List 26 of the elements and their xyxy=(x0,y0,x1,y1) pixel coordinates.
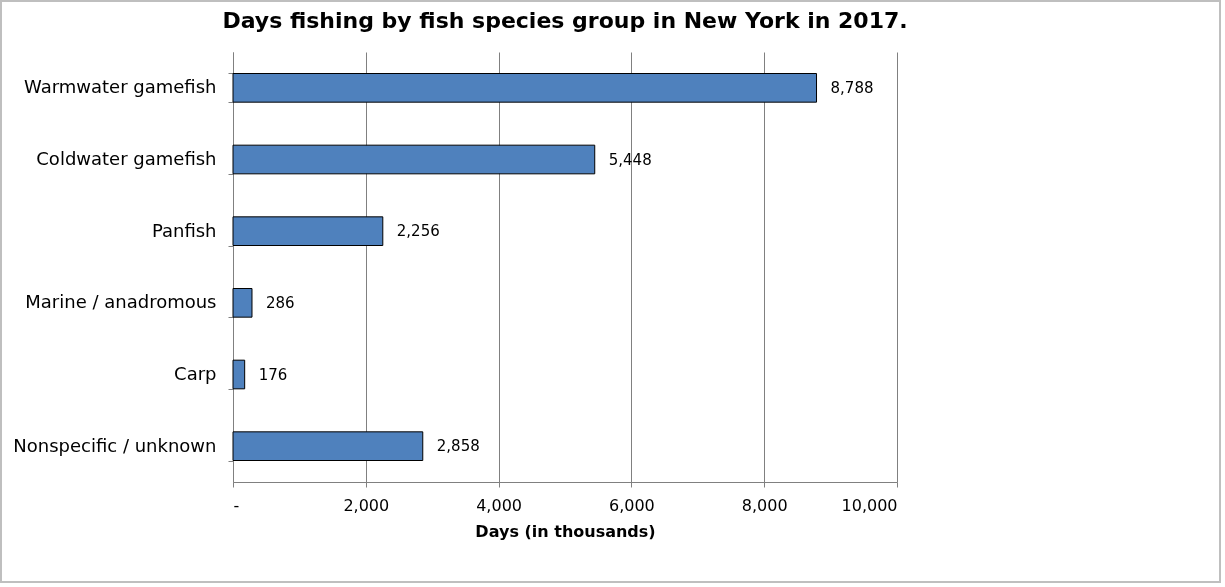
x-tick-label: 6,000 xyxy=(608,495,655,515)
y-tick-label: Carp xyxy=(174,363,217,384)
data-label: 176 xyxy=(258,365,288,384)
x-tick-label: 10,000 xyxy=(841,495,898,515)
bar xyxy=(232,359,246,390)
data-label: 8,788 xyxy=(830,78,874,97)
data-label: 2,256 xyxy=(396,222,440,241)
y-tick-label: Nonspecific / unknown xyxy=(13,434,217,456)
y-tick-label: Panfish xyxy=(151,219,217,241)
x-axis-title: Days (in thousands) xyxy=(475,521,656,541)
y-tick-label: Marine / anadromous xyxy=(25,291,217,313)
bar xyxy=(232,216,384,246)
x-tick-label: 8,000 xyxy=(741,495,788,515)
data-label: 5,448 xyxy=(608,150,652,169)
data-label: 2,858 xyxy=(436,437,480,456)
data-label: 286 xyxy=(265,293,295,312)
bar xyxy=(232,288,253,318)
x-tick-label: 2,000 xyxy=(343,495,390,515)
x-tick-label: - xyxy=(233,495,240,515)
chart-title: Days fishing by fish species group in New York in 2017. xyxy=(222,8,908,33)
x-tick-label: 4,000 xyxy=(476,495,523,515)
bar xyxy=(232,144,596,175)
y-tick-label: Coldwater gamefish xyxy=(36,148,217,169)
y-tick-label: Warmwater gamefish xyxy=(24,76,217,98)
bar xyxy=(232,431,424,461)
bar xyxy=(232,73,818,103)
